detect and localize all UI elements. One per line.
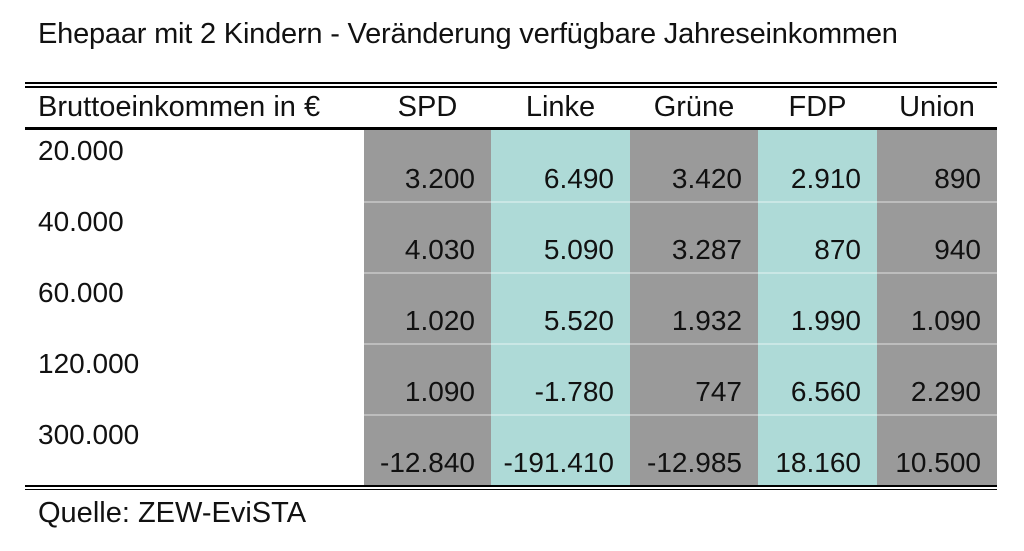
column-header-spd: SPD (397, 91, 458, 123)
cell-fdp: 6.560 (758, 343, 877, 414)
table-header-row: Bruttoeinkommen in € SPD Linke Grüne FDP… (25, 88, 997, 127)
table-row: 20.000 3.200 6.490 3.420 2.910 890 (25, 130, 997, 201)
cell-fdp: 870 (758, 201, 877, 272)
table-row: 60.000 1.020 5.520 1.932 1.990 1.090 (25, 272, 997, 343)
cell-linke: 5.090 (491, 201, 630, 272)
header-rule (25, 127, 997, 130)
column-header-bruttoeinkommen: Bruttoeinkommen in € (38, 91, 321, 123)
cell-grüne: 3.287 (630, 201, 758, 272)
row-label-bruttoeinkommen: 40.000 (38, 206, 124, 237)
table-row: 40.000 4.030 5.090 3.287 870 940 (25, 201, 997, 272)
cell-spd: -12.840 (364, 414, 491, 485)
cell-spd: 1.090 (364, 343, 491, 414)
cell-spd: 4.030 (364, 201, 491, 272)
cell-fdp: 2.910 (758, 130, 877, 201)
cell-fdp: 1.990 (758, 272, 877, 343)
cell-union: 940 (877, 201, 997, 272)
table-row: 120.000 1.090 -1.780 747 6.560 2.290 (25, 343, 997, 414)
cell-grüne: 747 (630, 343, 758, 414)
cell-grüne: 1.932 (630, 272, 758, 343)
row-label-bruttoeinkommen: 300.000 (38, 419, 140, 450)
cell-union: 890 (877, 130, 997, 201)
cell-linke: -1.780 (491, 343, 630, 414)
table-row: 300.000 -12.840 -191.410 -12.985 18.160 10.50… (25, 414, 997, 485)
income-change-table: Bruttoeinkommen in € SPD Linke Grüne FDP… (25, 82, 997, 490)
cell-union: 10.500 (877, 414, 997, 485)
source-caption: Quelle: ZEW-EviSTA (38, 497, 307, 529)
cell-union: 1.090 (877, 272, 997, 343)
bottom-double-rule (25, 485, 997, 490)
table-body: 20.000 3.200 6.490 3.420 2.910 890 40.000 4.030… (25, 130, 997, 485)
cell-union: 2.290 (877, 343, 997, 414)
column-header-linke: Linke (525, 91, 596, 123)
column-header-union: Union (899, 91, 975, 123)
column-header-fdp: FDP (788, 91, 847, 123)
cell-fdp: 18.160 (758, 414, 877, 485)
cell-grüne: -12.985 (630, 414, 758, 485)
cell-linke: 5.520 (491, 272, 630, 343)
cell-grüne: 3.420 (630, 130, 758, 201)
row-label-bruttoeinkommen: 60.000 (38, 277, 124, 308)
cell-linke: 6.490 (491, 130, 630, 201)
column-header-gruene: Grüne (653, 91, 735, 123)
row-label-bruttoeinkommen: 120.000 (38, 348, 140, 379)
cell-linke: -191.410 (491, 414, 630, 485)
row-label-bruttoeinkommen: 20.000 (38, 135, 124, 166)
cell-spd: 3.200 (364, 130, 491, 201)
chart-title: Ehepaar mit 2 Kindern - Veränderung verf… (38, 18, 898, 50)
cell-spd: 1.020 (364, 272, 491, 343)
top-double-rule (25, 82, 997, 88)
